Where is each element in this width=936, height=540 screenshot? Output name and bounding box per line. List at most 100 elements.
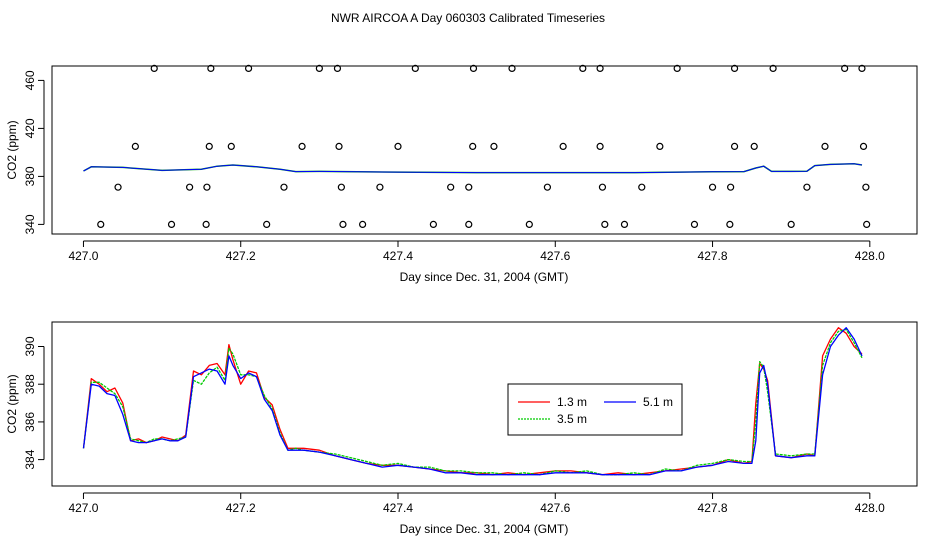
calibration-point: [579, 64, 587, 73]
calibration-point: [465, 220, 473, 228]
y-tick-label: 380: [23, 166, 37, 186]
calibration-point: [863, 220, 871, 228]
plot-frame: [51, 321, 918, 487]
calibration-point: [598, 183, 607, 191]
calibration-point: [167, 220, 176, 228]
calibration-point: [821, 142, 829, 150]
series-3-5m-line: [82, 328, 863, 476]
x-tick-label: 427.8: [698, 249, 728, 263]
y-tick-label: 386: [23, 412, 37, 432]
x-tick-label: 427.0: [68, 501, 98, 515]
calibration-point: [337, 183, 345, 191]
calibration-point: [858, 64, 866, 73]
y-axis-label: CO2 (ppm): [5, 120, 19, 179]
x-tick-label: 428.0: [855, 501, 885, 515]
calibration-point: [202, 220, 210, 228]
x-tick-label: 427.0: [68, 249, 98, 263]
x-tick-label: 427.6: [540, 501, 570, 515]
calibration-point: [447, 183, 455, 191]
x-tick-label: 427.4: [383, 249, 413, 263]
calibration-point: [862, 183, 870, 191]
y-tick-label: 390: [23, 336, 37, 356]
calibration-point: [376, 183, 384, 191]
calibration-point: [114, 183, 122, 191]
figure-title: NWR AIRCOA A Day 060303 Calibrated Times…: [331, 11, 605, 25]
calibration-point: [596, 142, 604, 150]
legend: 1.3 m 5.1 m 3.5 m: [507, 383, 683, 436]
x-tick-label: 427.4: [383, 501, 413, 515]
calibration-point: [543, 183, 552, 191]
legend-entry-1-3m: 1.3 m: [518, 395, 587, 409]
calibration-point: [559, 142, 567, 150]
calibration-point: [656, 142, 664, 150]
calibration-point: [205, 142, 213, 150]
calibration-point: [730, 64, 739, 73]
calibration-point: [315, 64, 323, 73]
calibration-point: [203, 183, 211, 191]
calibration-point: [227, 142, 235, 150]
x-tick-label: 427.6: [540, 249, 570, 263]
tower-levels-panel: 427.0 427.2 427.4 427.6 427.8 428.0 384 386 388…: [5, 321, 918, 536]
calibration-point: [525, 220, 533, 228]
calibration-point: [708, 183, 717, 191]
calibration-point: [298, 142, 306, 150]
x-tick-label: 427.8: [698, 501, 728, 515]
series-layer: [82, 327, 863, 476]
legend-label: 1.3 m: [557, 395, 587, 409]
series-5-1m-line: [82, 327, 863, 476]
calibration-point: [469, 64, 478, 73]
y-tick-label: 340: [23, 214, 37, 234]
legend-box: [507, 383, 683, 436]
calibration-point: [429, 220, 437, 228]
calibration-point: [394, 142, 402, 150]
plot-frame: [51, 65, 918, 235]
co2-line-blue: [83, 163, 863, 174]
calibration-point: [186, 183, 194, 191]
y-tick-label: 388: [23, 374, 37, 394]
calibrated-timeseries-panel: 427.0 427.2 427.4 427.6 427.8 428.0 340 380 420…: [5, 64, 918, 284]
calibration-point: [596, 64, 604, 73]
calibration-points-layer: [97, 64, 871, 228]
calibration-point: [150, 64, 158, 73]
x-tick-label: 427.2: [226, 249, 256, 263]
series-1-3m-line: [82, 327, 863, 476]
y-tick-label: 384: [23, 449, 37, 469]
x-axis-label: Day since Dec. 31, 2004 (GMT): [400, 270, 569, 284]
calibration-point: [787, 220, 795, 228]
calibration-point: [280, 183, 288, 191]
calibration-point: [339, 220, 347, 228]
x-axis: 427.0 427.2 427.4 427.6 427.8 428.0: [68, 492, 885, 515]
calibration-point: [690, 220, 699, 228]
y-axis: 384 386 388 390: [23, 336, 45, 470]
calibration-point: [508, 64, 516, 73]
calibration-point: [673, 64, 681, 73]
calibration-point: [730, 142, 739, 150]
y-axis: 340 380 420 460: [23, 70, 45, 234]
calibration-point: [263, 220, 271, 228]
calibration-point: [727, 183, 735, 191]
x-axis-label: Day since Dec. 31, 2004 (GMT): [400, 522, 569, 536]
x-tick-label: 427.2: [226, 501, 256, 515]
legend-entry-3-5m: 3.5 m: [518, 412, 587, 426]
y-tick-label: 420: [23, 118, 37, 138]
legend-label: 5.1 m: [643, 395, 673, 409]
x-axis: 427.0 427.2 427.4 427.6 427.8 428.0: [68, 240, 885, 263]
calibration-point: [244, 64, 253, 73]
legend-label: 3.5 m: [557, 412, 587, 426]
calibration-point: [803, 183, 811, 191]
calibration-point: [620, 220, 629, 228]
calibration-point: [859, 142, 868, 150]
y-axis-label: CO2 (ppm): [5, 374, 19, 433]
calibration-point: [469, 142, 477, 150]
calibration-point: [601, 220, 609, 228]
x-tick-label: 428.0: [855, 249, 885, 263]
calibration-point: [335, 142, 343, 150]
co2-line-layer: [83, 163, 863, 174]
calibration-point: [411, 64, 419, 73]
calibration-point: [750, 142, 758, 150]
calibration-point: [769, 64, 777, 73]
calibration-point: [359, 220, 367, 228]
calibration-point: [333, 64, 342, 73]
calibration-point: [841, 64, 849, 73]
